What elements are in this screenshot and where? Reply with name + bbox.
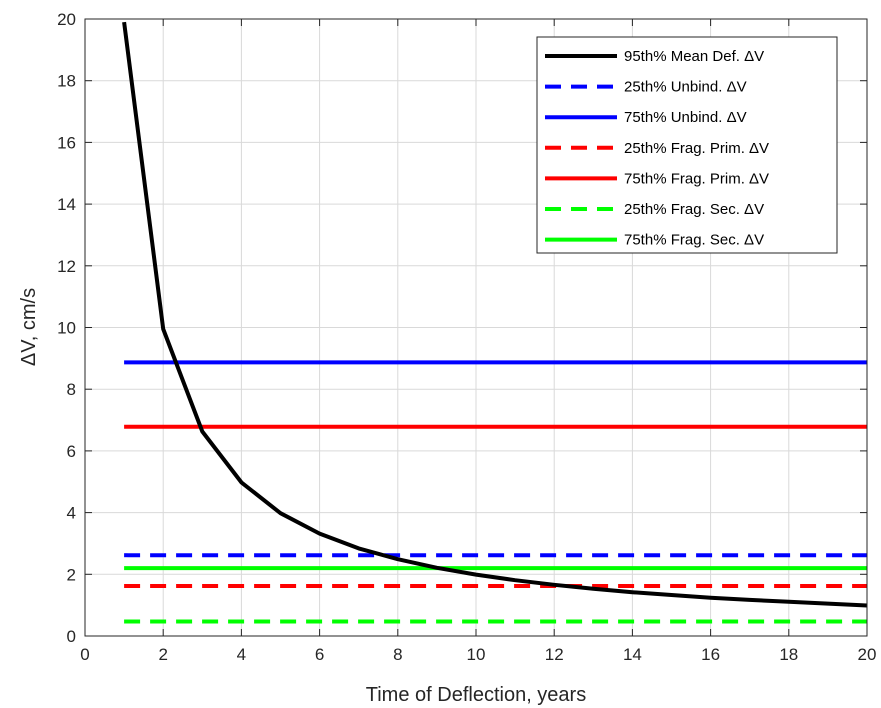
y-tick-label: 10 bbox=[57, 319, 76, 338]
y-tick-label: 0 bbox=[67, 627, 76, 646]
x-tick-label: 6 bbox=[315, 645, 324, 664]
legend-label: 25th% Frag. Sec. ΔV bbox=[624, 201, 764, 218]
y-tick-label: 6 bbox=[67, 442, 76, 461]
y-tick-label: 2 bbox=[67, 565, 76, 584]
y-tick-label: 12 bbox=[57, 257, 76, 276]
x-tick-label: 2 bbox=[158, 645, 167, 664]
y-tick-label: 18 bbox=[57, 72, 76, 91]
x-tick-label: 4 bbox=[237, 645, 246, 664]
y-tick-label: 4 bbox=[67, 504, 76, 523]
x-tick-label: 14 bbox=[623, 645, 642, 664]
legend-label: 75th% Frag. Sec. ΔV bbox=[624, 232, 764, 249]
y-tick-label: 16 bbox=[57, 133, 76, 152]
legend-label: 95th% Mean Def. ΔV bbox=[624, 48, 764, 65]
y-axis-label: ΔV, cm/s bbox=[18, 288, 40, 366]
legend-label: 75th% Unbind. ΔV bbox=[624, 109, 747, 126]
x-tick-label: 12 bbox=[545, 645, 564, 664]
y-tick-label: 20 bbox=[57, 10, 76, 29]
x-tick-label: 20 bbox=[858, 645, 877, 664]
legend-label: 25th% Unbind. ΔV bbox=[624, 79, 747, 96]
series-layer bbox=[122, 21, 868, 624]
tick-labels: 0 2 4 6 8 10 12 14 16 18 20 0 2 4 6 8 10 12 14 16 18 20 bbox=[57, 10, 876, 664]
x-tick-label: 18 bbox=[779, 645, 798, 664]
x-tick-label: 8 bbox=[393, 645, 402, 664]
x-tick-label: 16 bbox=[701, 645, 720, 664]
x-tick-label: 10 bbox=[467, 645, 486, 664]
x-axis-label: Time of Deflection, years bbox=[366, 684, 586, 706]
legend-box bbox=[536, 36, 838, 254]
y-tick-label: 14 bbox=[57, 195, 76, 214]
axis-ticks bbox=[84, 18, 868, 637]
x-tick-label: 0 bbox=[80, 645, 89, 664]
y-tick-label: 8 bbox=[67, 380, 76, 399]
legend: 95th% Mean Def. ΔV 25th% Unbind. ΔV 75th% … bbox=[536, 36, 838, 254]
legend-label: 75th% Frag. Prim. ΔV bbox=[624, 170, 769, 187]
series-line-0 bbox=[122, 21, 868, 608]
legend-label: 25th% Frag. Prim. ΔV bbox=[624, 140, 769, 157]
